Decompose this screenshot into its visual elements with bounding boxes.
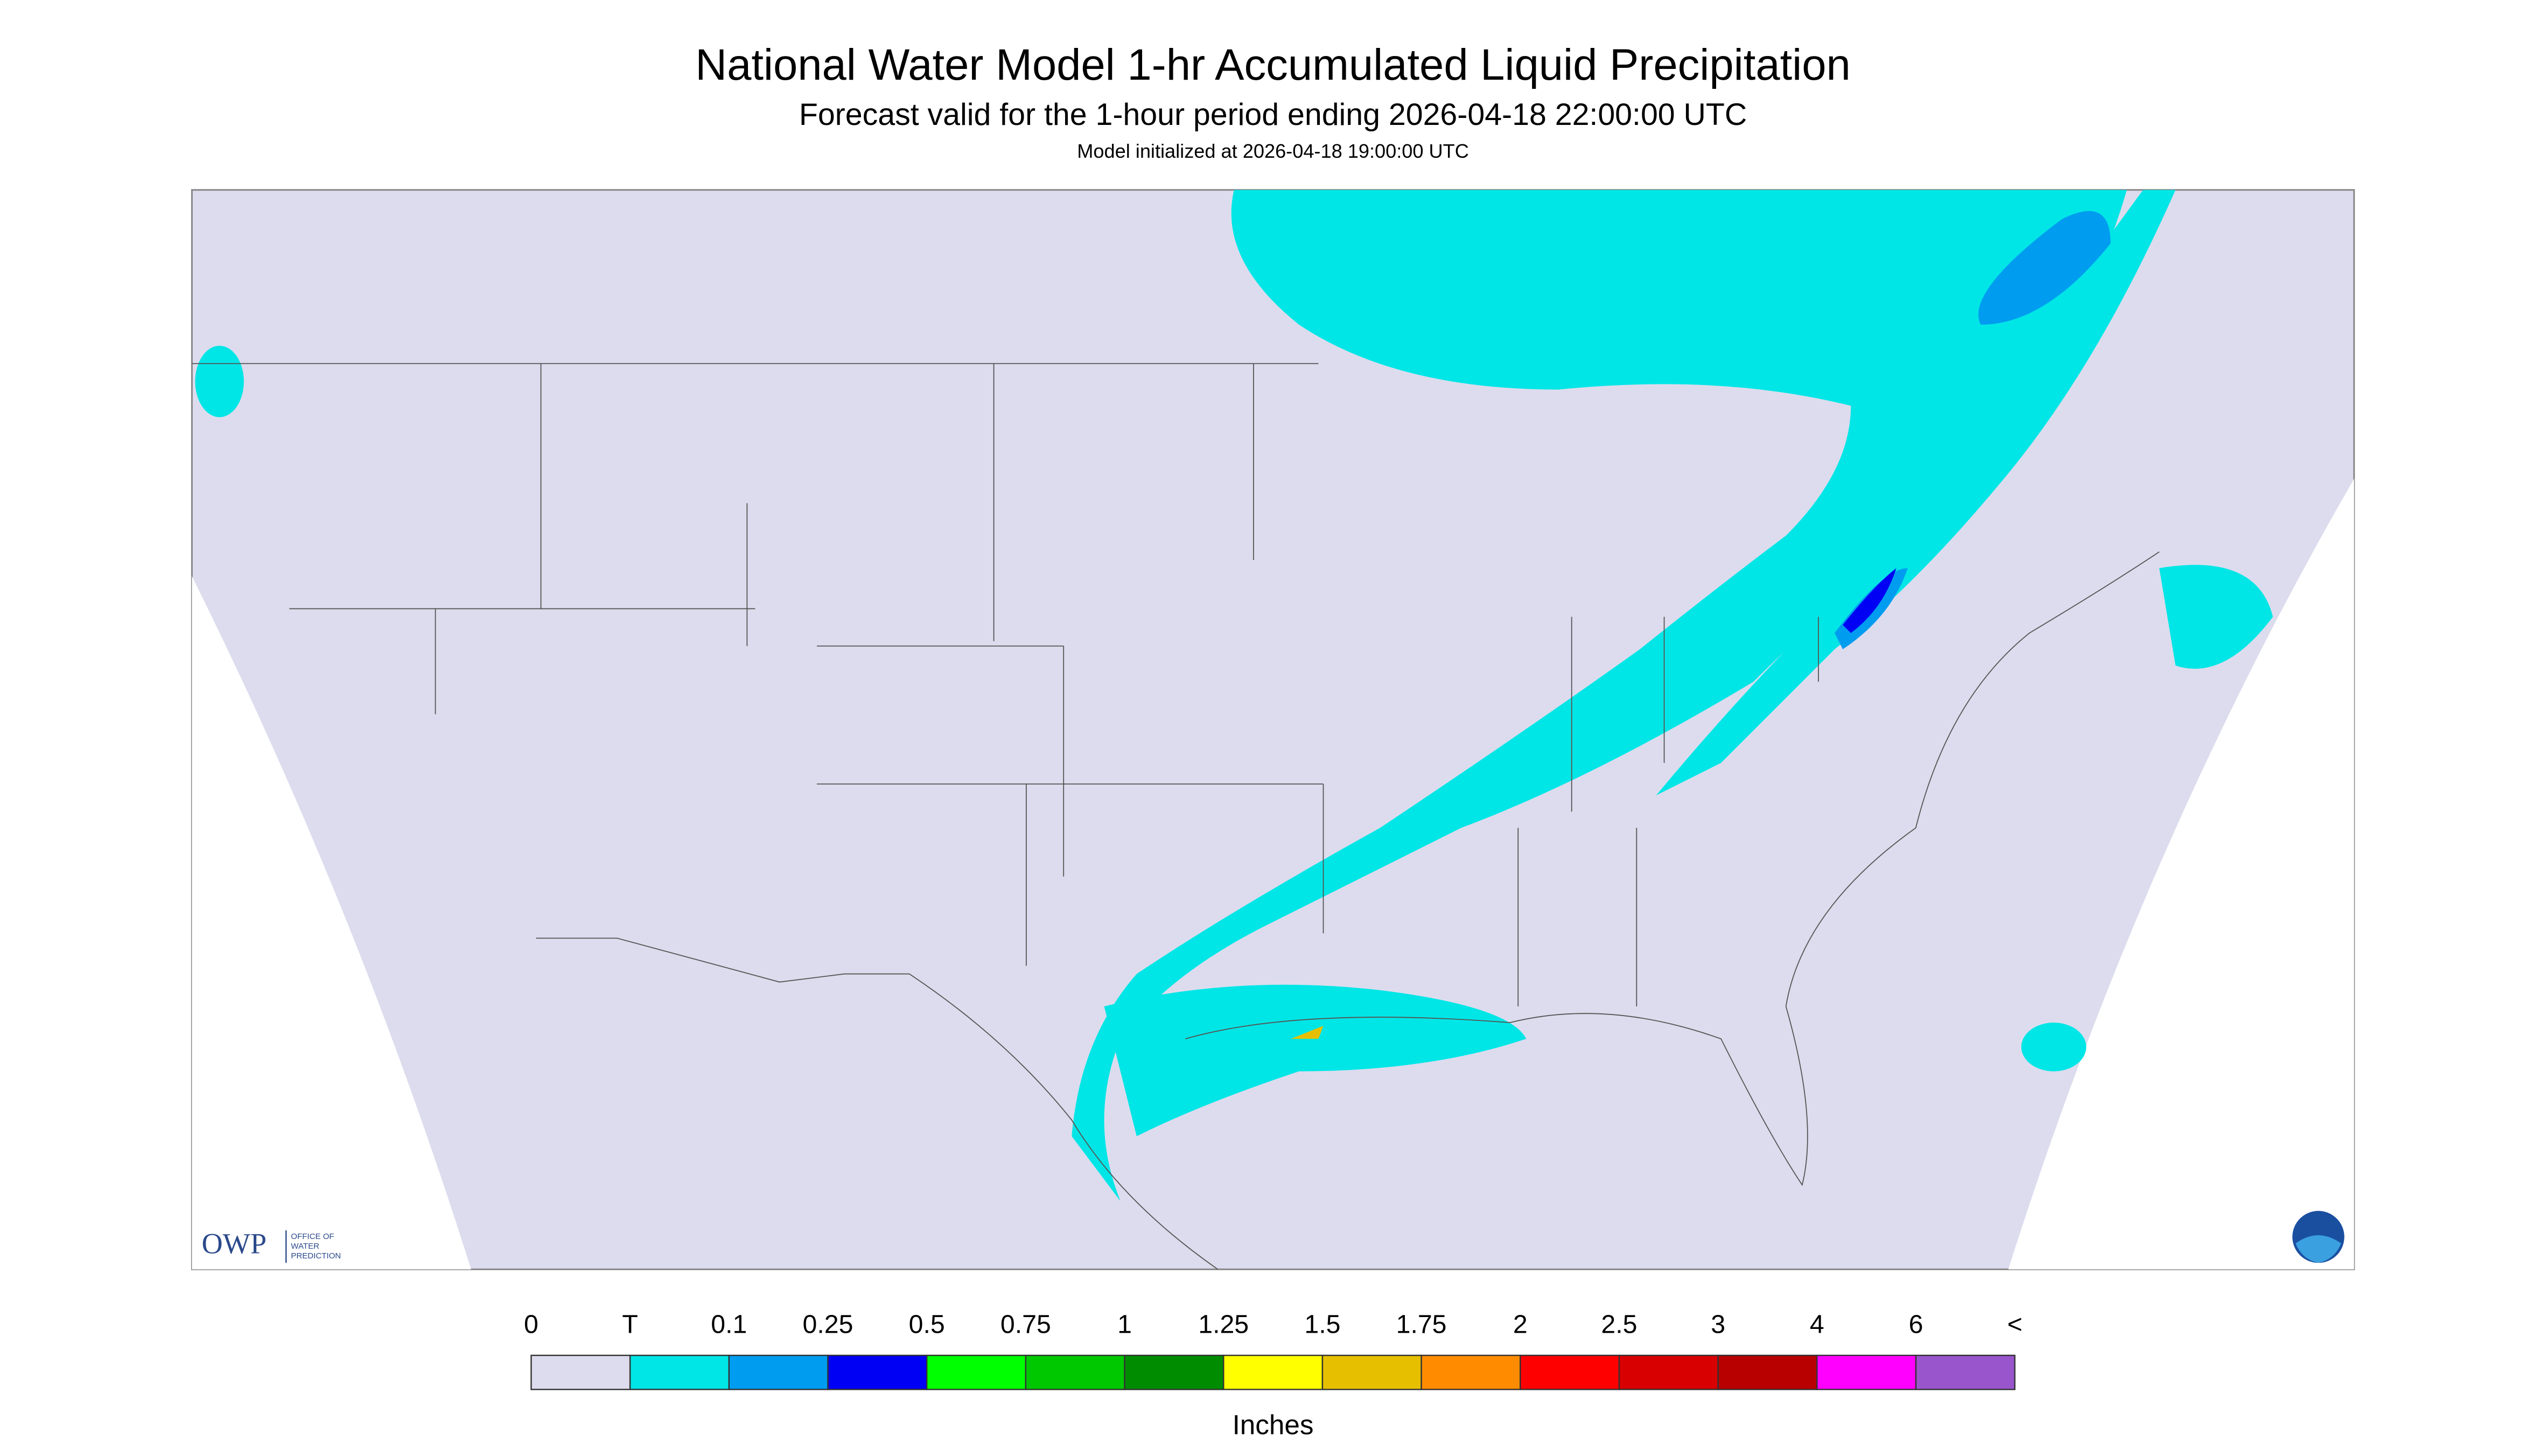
legend-label: 0.75 <box>1000 1310 1051 1339</box>
legend-swatch <box>1025 1354 1125 1390</box>
outside-domain <box>192 576 471 1270</box>
title: National Water Model 1-hr Accumulated Li… <box>695 40 1850 89</box>
legend-label: 1.25 <box>1198 1310 1249 1339</box>
legend-label: 0 <box>524 1310 538 1339</box>
legend-swatch <box>1421 1354 1521 1390</box>
legend-swatch <box>1321 1354 1422 1390</box>
legend-label: 0.1 <box>711 1310 747 1339</box>
legend: Inches 0 T 0.1 0.25 0.5 0.75 1 1.25 1.5 1.75 2 2.5 3… <box>524 1310 2023 1440</box>
owp-logo: OWP OFFICE OF WATER PREDICTION <box>201 1228 341 1263</box>
legend-label: 1.5 <box>1304 1310 1340 1339</box>
legend-unit: Inches <box>1233 1409 1314 1440</box>
precip-max <box>1291 1026 1324 1039</box>
legend-swatch <box>1618 1354 1719 1390</box>
legend-label: 0.5 <box>909 1310 945 1339</box>
init-time: Model initialized at 2026-04-18 19:00:00… <box>1077 140 1469 162</box>
legend-label: 1 <box>1117 1310 1132 1339</box>
legend-swatch <box>728 1354 829 1390</box>
legend-swatch <box>530 1354 631 1390</box>
map: OWP OFFICE OF WATER PREDICTION <box>191 189 2355 1270</box>
logo-name: OFFICE OF <box>291 1232 334 1241</box>
legend-swatch <box>1520 1354 1620 1390</box>
precip-heavy <box>1843 568 1897 633</box>
noaa-logo <box>2292 1210 2345 1263</box>
precip-light <box>195 190 2273 1201</box>
legend-label: 4 <box>1810 1310 1824 1339</box>
legend-label: 0.25 <box>803 1310 853 1339</box>
legend-swatch <box>1717 1354 1818 1390</box>
legend-label: 3 <box>1711 1310 1725 1339</box>
legend-swatch <box>1816 1354 1917 1390</box>
logo-name: WATER <box>291 1242 319 1251</box>
legend-label: T <box>622 1310 638 1339</box>
boundaries <box>192 363 2160 1270</box>
legend-swatch <box>1915 1354 2016 1390</box>
legend-label: 2.5 <box>1601 1310 1637 1339</box>
outside-domain <box>2008 479 2354 1270</box>
legend-label: 2 <box>1513 1310 1528 1339</box>
legend-label: 1.75 <box>1396 1310 1447 1339</box>
logo-abbr: OWP <box>201 1228 267 1260</box>
legend-swatch <box>926 1354 1027 1390</box>
legend-label: 6 <box>1909 1310 1923 1339</box>
legend-swatch <box>1223 1354 1324 1390</box>
legend-label: < <box>2007 1310 2023 1339</box>
legend-swatch <box>1124 1354 1224 1390</box>
subtitle: Forecast valid for the 1-hour period end… <box>799 97 1747 132</box>
logo-name: PREDICTION <box>291 1251 341 1261</box>
legend-swatch <box>827 1354 928 1390</box>
legend-swatch <box>629 1354 730 1390</box>
